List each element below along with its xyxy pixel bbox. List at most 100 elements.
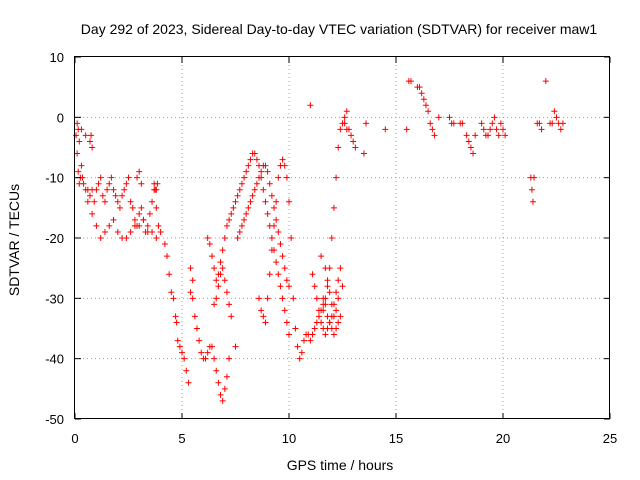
data-point <box>208 343 215 350</box>
data-point <box>318 319 325 326</box>
data-point <box>531 174 538 181</box>
data-point <box>226 216 233 223</box>
data-point <box>335 319 342 326</box>
data-point <box>174 337 181 344</box>
x-axis-label: GPS time / hours <box>287 457 394 473</box>
data-point <box>86 192 93 199</box>
data-point <box>191 313 198 320</box>
data-point <box>277 241 284 248</box>
data-point <box>318 253 325 260</box>
data-point <box>283 174 290 181</box>
data-point <box>138 180 145 187</box>
data-point <box>75 168 82 175</box>
data-point <box>337 126 344 133</box>
data-point <box>215 283 222 290</box>
data-point <box>228 313 235 320</box>
data-point <box>337 265 344 272</box>
data-point <box>322 265 329 272</box>
data-point <box>228 210 235 217</box>
data-point <box>74 120 81 127</box>
chart-title: Day 292 of 2023, Sidereal Day-to-day VTE… <box>81 21 598 37</box>
data-point <box>101 228 108 235</box>
data-point <box>172 313 179 320</box>
data-point <box>330 331 337 338</box>
data-point <box>333 307 340 314</box>
data-point <box>262 198 269 205</box>
data-point <box>193 325 200 332</box>
data-point <box>211 355 218 362</box>
data-point <box>345 126 352 133</box>
data-point <box>446 114 453 121</box>
data-point <box>435 114 442 121</box>
data-point <box>264 295 271 302</box>
data-point <box>236 228 243 235</box>
data-point <box>463 132 470 139</box>
data-point <box>333 174 340 181</box>
data-point <box>97 235 104 241</box>
data-point <box>322 301 329 308</box>
data-point <box>264 168 271 175</box>
data-point <box>262 162 269 169</box>
data-point <box>542 78 549 85</box>
data-point <box>99 192 106 199</box>
y-tick-label: -40 <box>45 352 64 367</box>
data-point <box>553 114 560 121</box>
data-point <box>89 210 96 217</box>
data-point <box>470 150 477 157</box>
data-point <box>204 349 211 356</box>
data-point <box>153 235 160 241</box>
data-point <box>266 180 273 187</box>
data-point <box>138 204 145 211</box>
data-point <box>123 180 130 187</box>
data-point <box>320 295 327 302</box>
data-point <box>101 198 108 205</box>
data-point <box>211 265 218 272</box>
data-point <box>425 108 432 115</box>
data-point <box>76 138 83 145</box>
x-tick-label: 0 <box>71 431 78 446</box>
data-point <box>114 198 121 205</box>
data-point <box>281 162 288 169</box>
data-point <box>176 343 183 350</box>
data-point <box>294 343 301 350</box>
data-point <box>108 174 115 181</box>
data-point <box>256 174 263 181</box>
data-point <box>309 331 316 338</box>
data-point <box>330 204 337 211</box>
data-point <box>487 126 494 133</box>
data-point <box>311 325 318 332</box>
data-point <box>245 204 252 211</box>
data-point <box>286 283 292 290</box>
data-point <box>283 277 290 284</box>
data-point <box>307 337 314 344</box>
data-point <box>363 120 370 127</box>
data-point <box>277 283 284 290</box>
data-point <box>241 174 248 181</box>
data-point <box>106 222 113 229</box>
data-point <box>264 210 271 217</box>
data-point <box>125 174 132 181</box>
data-point <box>179 349 185 356</box>
data-point <box>140 216 147 223</box>
data-point <box>187 265 194 272</box>
data-point <box>307 102 314 109</box>
data-point <box>149 198 156 205</box>
data-point <box>528 186 535 193</box>
data-point <box>328 235 335 241</box>
data-point <box>343 108 350 115</box>
data-point <box>266 271 273 278</box>
data-point <box>243 168 250 175</box>
data-point <box>275 228 282 235</box>
data-point <box>431 132 438 139</box>
data-point <box>213 277 220 284</box>
data-point <box>493 126 500 133</box>
data-point <box>217 391 224 398</box>
data-point <box>335 277 342 284</box>
data-point <box>189 277 196 284</box>
data-point <box>273 259 280 266</box>
data-point <box>467 144 474 151</box>
data-point <box>429 126 436 133</box>
data-point <box>232 198 239 205</box>
data-point <box>258 168 265 175</box>
